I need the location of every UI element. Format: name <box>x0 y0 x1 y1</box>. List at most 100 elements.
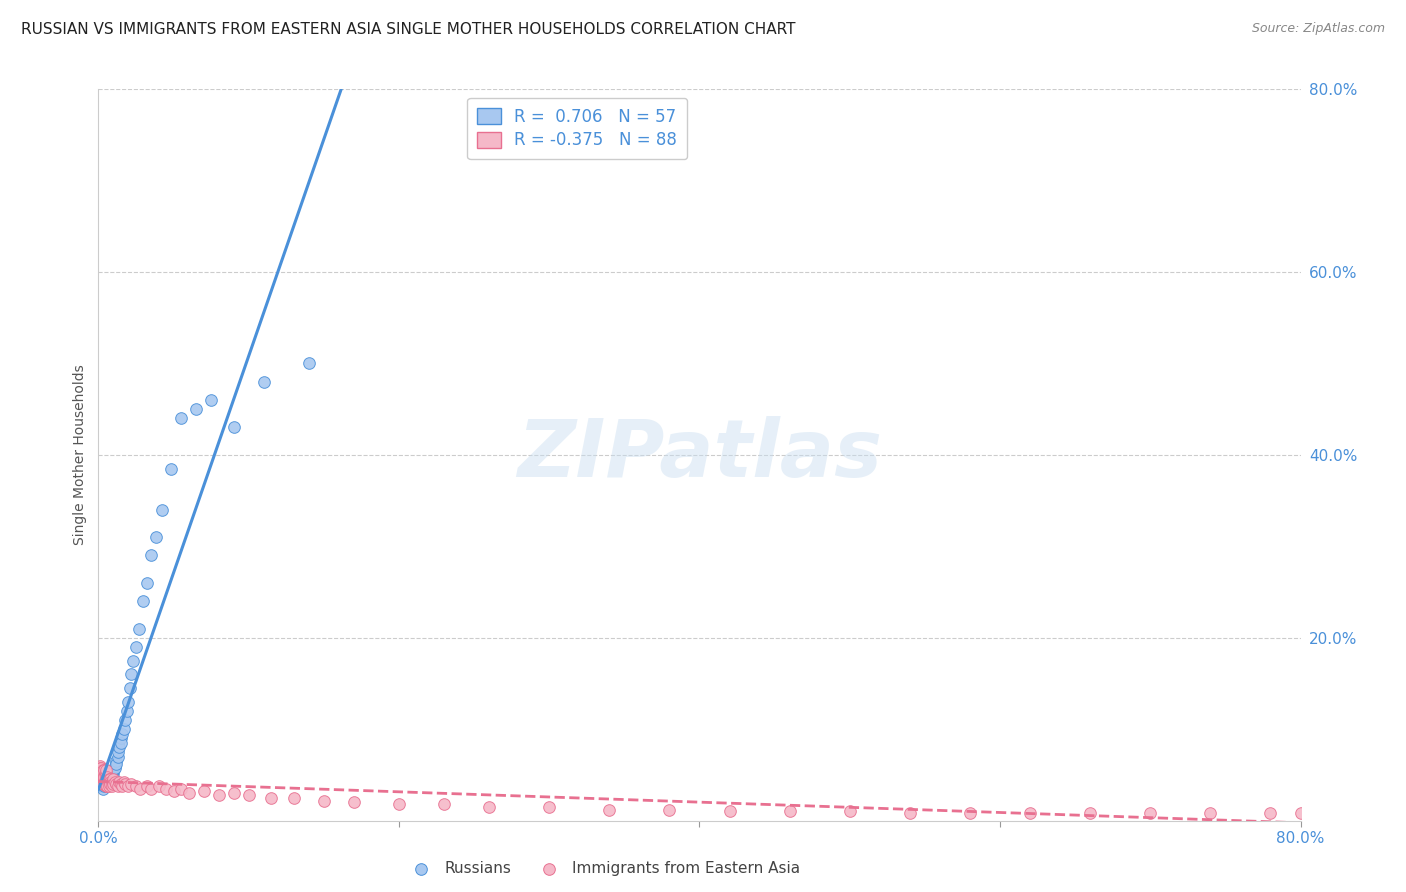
Point <box>155 781 177 796</box>
Point <box>101 773 124 788</box>
Point <box>108 740 131 755</box>
Point <box>101 779 124 793</box>
Point <box>598 803 620 817</box>
Point <box>104 761 127 775</box>
Point <box>718 805 741 819</box>
Point <box>159 461 181 475</box>
Point <box>177 786 200 800</box>
Point <box>93 764 115 778</box>
Point <box>538 800 561 814</box>
Point <box>91 766 114 780</box>
Point <box>222 786 245 800</box>
Point <box>135 576 157 591</box>
Point <box>100 772 122 787</box>
Point <box>118 681 141 695</box>
Point <box>107 779 129 793</box>
Point <box>93 768 115 782</box>
Point <box>110 736 132 750</box>
Point <box>94 770 117 784</box>
Point <box>96 775 118 789</box>
Point <box>100 777 122 791</box>
Point <box>89 758 111 772</box>
Point <box>90 766 112 780</box>
Point <box>111 727 134 741</box>
Point <box>96 779 118 793</box>
Point <box>90 779 112 793</box>
Point <box>94 764 117 778</box>
Point <box>90 775 112 789</box>
Point <box>170 411 193 425</box>
Point <box>208 788 231 802</box>
Point <box>114 777 136 791</box>
Point <box>1319 806 1341 821</box>
Point <box>93 779 115 793</box>
Point <box>139 549 162 563</box>
Point <box>388 797 411 812</box>
Point <box>101 775 124 789</box>
Point <box>97 775 120 789</box>
Point <box>90 764 112 778</box>
Point <box>121 777 143 791</box>
Point <box>1139 806 1161 821</box>
Point <box>94 775 117 789</box>
Point <box>91 764 114 778</box>
Point <box>91 781 114 796</box>
Point <box>129 781 152 796</box>
Point <box>139 781 162 796</box>
Point <box>96 770 118 784</box>
Point <box>105 777 128 791</box>
Point <box>110 777 132 791</box>
Point <box>193 784 215 798</box>
Point <box>658 803 681 817</box>
Point <box>184 402 207 417</box>
Point <box>93 772 115 787</box>
Point <box>115 704 138 718</box>
Point <box>112 723 135 737</box>
Point <box>343 796 366 810</box>
Point <box>104 758 127 772</box>
Point <box>898 806 921 821</box>
Point <box>90 770 112 784</box>
Point <box>93 775 115 789</box>
Point <box>103 772 125 787</box>
Point <box>283 790 305 805</box>
Point <box>1019 806 1042 821</box>
Point <box>94 775 117 789</box>
Point <box>103 777 125 791</box>
Point <box>117 695 139 709</box>
Point <box>132 594 155 608</box>
Point <box>89 766 111 780</box>
Point <box>122 654 145 668</box>
Point <box>91 768 114 782</box>
Point <box>94 777 117 791</box>
Point <box>433 797 456 812</box>
Point <box>96 775 118 789</box>
Point <box>1078 806 1101 821</box>
Point <box>89 761 111 775</box>
Point <box>135 779 157 793</box>
Point <box>117 779 139 793</box>
Point <box>121 667 143 681</box>
Point <box>150 502 173 516</box>
Point <box>96 779 118 793</box>
Point <box>200 392 222 407</box>
Point <box>148 779 170 793</box>
Point <box>93 772 115 786</box>
Point <box>222 420 245 434</box>
Point <box>91 772 114 787</box>
Point <box>97 772 120 787</box>
Point <box>1199 806 1222 821</box>
Point <box>128 622 150 636</box>
Point <box>94 772 117 787</box>
Point <box>107 745 129 759</box>
Point <box>91 770 114 784</box>
Text: RUSSIAN VS IMMIGRANTS FROM EASTERN ASIA SINGLE MOTHER HOUSEHOLDS CORRELATION CHA: RUSSIAN VS IMMIGRANTS FROM EASTERN ASIA … <box>21 22 796 37</box>
Point <box>90 768 112 782</box>
Point <box>107 749 129 764</box>
Point <box>838 805 860 819</box>
Point <box>1305 806 1327 821</box>
Point <box>478 800 501 814</box>
Point <box>1260 806 1282 821</box>
Point <box>112 775 135 789</box>
Point <box>91 772 114 787</box>
